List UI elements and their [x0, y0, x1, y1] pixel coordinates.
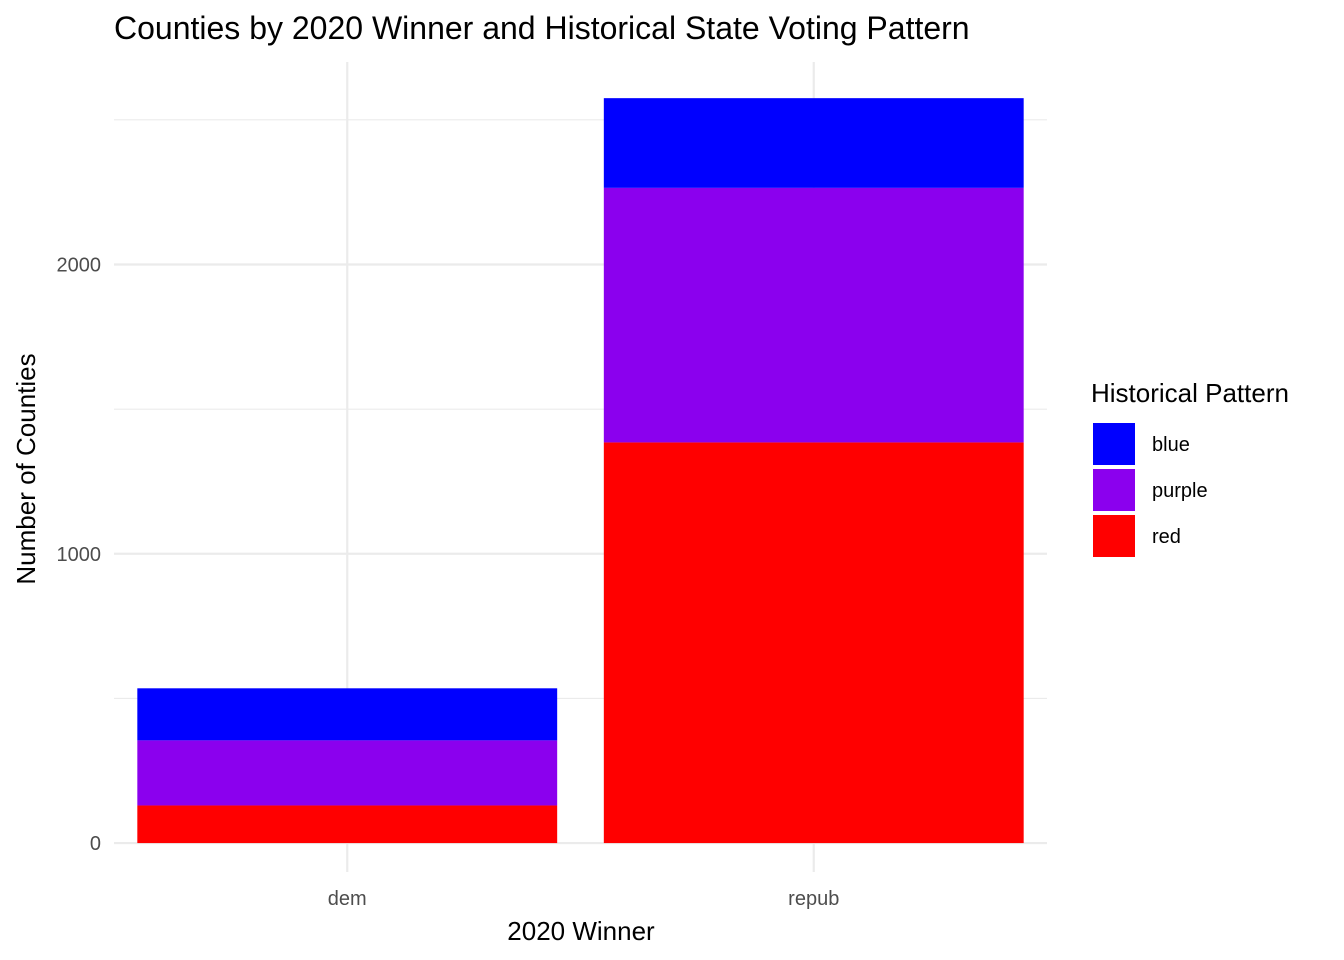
legend-items: blue purple red [1093, 423, 1208, 557]
bar-repub-blue [603, 98, 1024, 188]
legend-key-blue [1093, 423, 1135, 465]
legend: Historical Pattern blue purple red [1091, 378, 1289, 557]
bar-repub-purple [603, 187, 1024, 443]
y-tick-label: 0 [90, 833, 101, 855]
chart-title: Counties by 2020 Winner and Historical S… [114, 10, 970, 46]
legend-label-purple: purple [1152, 480, 1208, 502]
y-axis-ticks: 0 1000 2000 [57, 255, 102, 856]
legend-key-red [1093, 515, 1135, 557]
legend-label-blue: blue [1152, 434, 1190, 456]
bar-dem-blue [137, 688, 558, 741]
y-axis-title: Number of Counties [11, 353, 41, 584]
legend-title: Historical Pattern [1091, 378, 1289, 408]
x-axis-title: 2020 Winner [507, 916, 655, 946]
bar-dem-purple [137, 740, 558, 806]
y-tick-label: 1000 [57, 544, 102, 566]
bars [137, 98, 1024, 844]
y-tick-label: 2000 [57, 255, 102, 277]
legend-key-purple [1093, 469, 1135, 511]
x-axis-ticks: dem repub [328, 888, 840, 910]
x-tick-label-dem: dem [328, 888, 367, 910]
legend-label-red: red [1152, 526, 1181, 548]
bar-repub-red [603, 442, 1024, 844]
bar-dem-red [137, 805, 558, 844]
x-tick-label-repub: repub [788, 888, 839, 910]
